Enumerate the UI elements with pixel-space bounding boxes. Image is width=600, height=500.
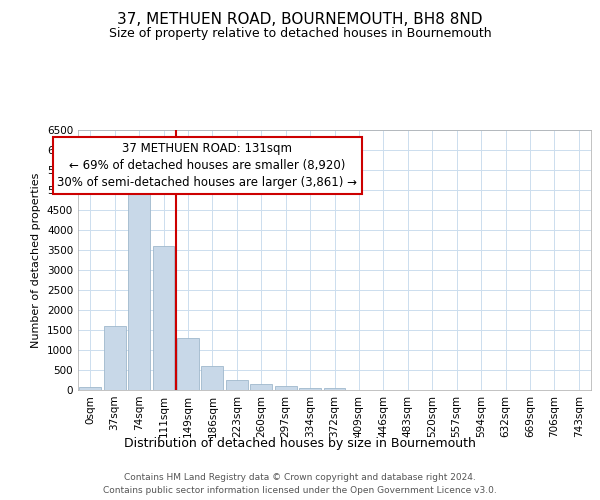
Bar xyxy=(250,384,272,390)
Bar xyxy=(299,388,321,390)
Text: Contains public sector information licensed under the Open Government Licence v3: Contains public sector information licen… xyxy=(103,486,497,495)
Bar xyxy=(152,246,175,390)
Bar xyxy=(79,387,101,390)
Bar xyxy=(104,326,125,390)
Bar xyxy=(177,338,199,390)
Text: Contains HM Land Registry data © Crown copyright and database right 2024.: Contains HM Land Registry data © Crown c… xyxy=(124,472,476,482)
Bar xyxy=(323,388,346,390)
Bar xyxy=(202,366,223,390)
Bar xyxy=(226,380,248,390)
Text: Size of property relative to detached houses in Bournemouth: Size of property relative to detached ho… xyxy=(109,28,491,40)
Text: Distribution of detached houses by size in Bournemouth: Distribution of detached houses by size … xyxy=(124,438,476,450)
Y-axis label: Number of detached properties: Number of detached properties xyxy=(31,172,41,348)
Text: 37, METHUEN ROAD, BOURNEMOUTH, BH8 8ND: 37, METHUEN ROAD, BOURNEMOUTH, BH8 8ND xyxy=(117,12,483,28)
Bar xyxy=(275,386,296,390)
Text: 37 METHUEN ROAD: 131sqm
← 69% of detached houses are smaller (8,920)
30% of semi: 37 METHUEN ROAD: 131sqm ← 69% of detache… xyxy=(58,142,358,189)
Bar xyxy=(128,188,150,390)
